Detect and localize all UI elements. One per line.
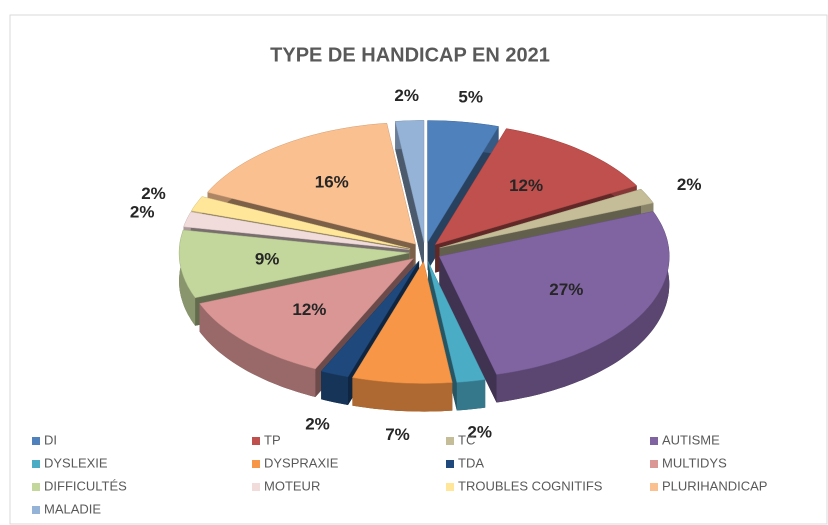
data-label: 2%	[394, 86, 419, 105]
legend-label: AUTISME	[662, 432, 720, 447]
data-label: 5%	[458, 87, 483, 106]
pie-slice	[190, 196, 411, 249]
slice-wall	[199, 303, 316, 397]
pie-slice	[394, 120, 425, 243]
data-label: 2%	[141, 184, 166, 203]
pie-slice	[427, 261, 486, 383]
legend-swatch	[446, 483, 454, 491]
slice-wall	[352, 377, 453, 412]
legend-swatch	[32, 483, 40, 491]
data-label: 9%	[255, 250, 280, 269]
legend-swatch	[650, 483, 658, 491]
legend-label: MULTIDYS	[662, 455, 727, 470]
chart-title: TYPE DE HANDICAP EN 2021	[270, 44, 550, 66]
legend-label: TP	[264, 432, 281, 447]
legend-swatch	[650, 437, 658, 445]
legend-label: DI	[44, 432, 57, 447]
pie-slice	[427, 120, 500, 244]
legend-swatch	[32, 460, 40, 468]
slice-side	[439, 256, 497, 403]
legend-label: TDA	[458, 455, 484, 470]
data-label: 7%	[385, 425, 410, 444]
legend-label: MOTEUR	[264, 478, 320, 493]
slice-wall	[496, 211, 670, 403]
pie-slice	[439, 188, 654, 249]
legend-label: TC	[458, 432, 475, 447]
legend-label: DYSLEXIE	[44, 455, 108, 470]
legend-label: TROUBLES COGNITIFS	[458, 478, 603, 493]
legend-swatch	[252, 483, 260, 491]
pie-slice	[434, 128, 638, 246]
data-label: 2%	[467, 423, 492, 442]
legend-label: PLURIHANDICAP	[662, 478, 767, 493]
slice-group	[394, 120, 425, 271]
pie-slice	[351, 260, 453, 384]
data-label: 2%	[305, 415, 330, 434]
data-label: 12%	[509, 176, 543, 195]
legend-label: DYSPRAXIE	[264, 455, 339, 470]
data-label: 2%	[677, 175, 702, 194]
data-label: 2%	[130, 203, 155, 222]
slice-group	[351, 260, 453, 412]
slice-wall	[179, 230, 196, 326]
legend-swatch	[446, 437, 454, 445]
legend-swatch	[32, 437, 40, 445]
pie-slice	[438, 211, 670, 375]
legend-swatch	[650, 460, 658, 468]
data-label: 16%	[315, 173, 349, 192]
legend-swatch	[252, 437, 260, 445]
slice-group	[438, 211, 670, 403]
pie-slice	[183, 211, 410, 250]
legend-swatch	[32, 506, 40, 514]
data-label: 27%	[549, 280, 583, 299]
pie-slice	[199, 258, 414, 370]
legend-swatch	[252, 460, 260, 468]
legend-swatch	[446, 460, 454, 468]
legend-label: DIFFICULTÉS	[44, 478, 127, 493]
pie-slice	[207, 122, 416, 245]
slice-side	[395, 121, 424, 271]
pie-slice	[178, 229, 410, 299]
data-label: 12%	[292, 300, 326, 319]
legend-label: MALADIE	[44, 501, 101, 516]
pie-slice	[320, 260, 420, 378]
slice-wall	[321, 371, 348, 405]
slice-wall	[456, 379, 486, 411]
